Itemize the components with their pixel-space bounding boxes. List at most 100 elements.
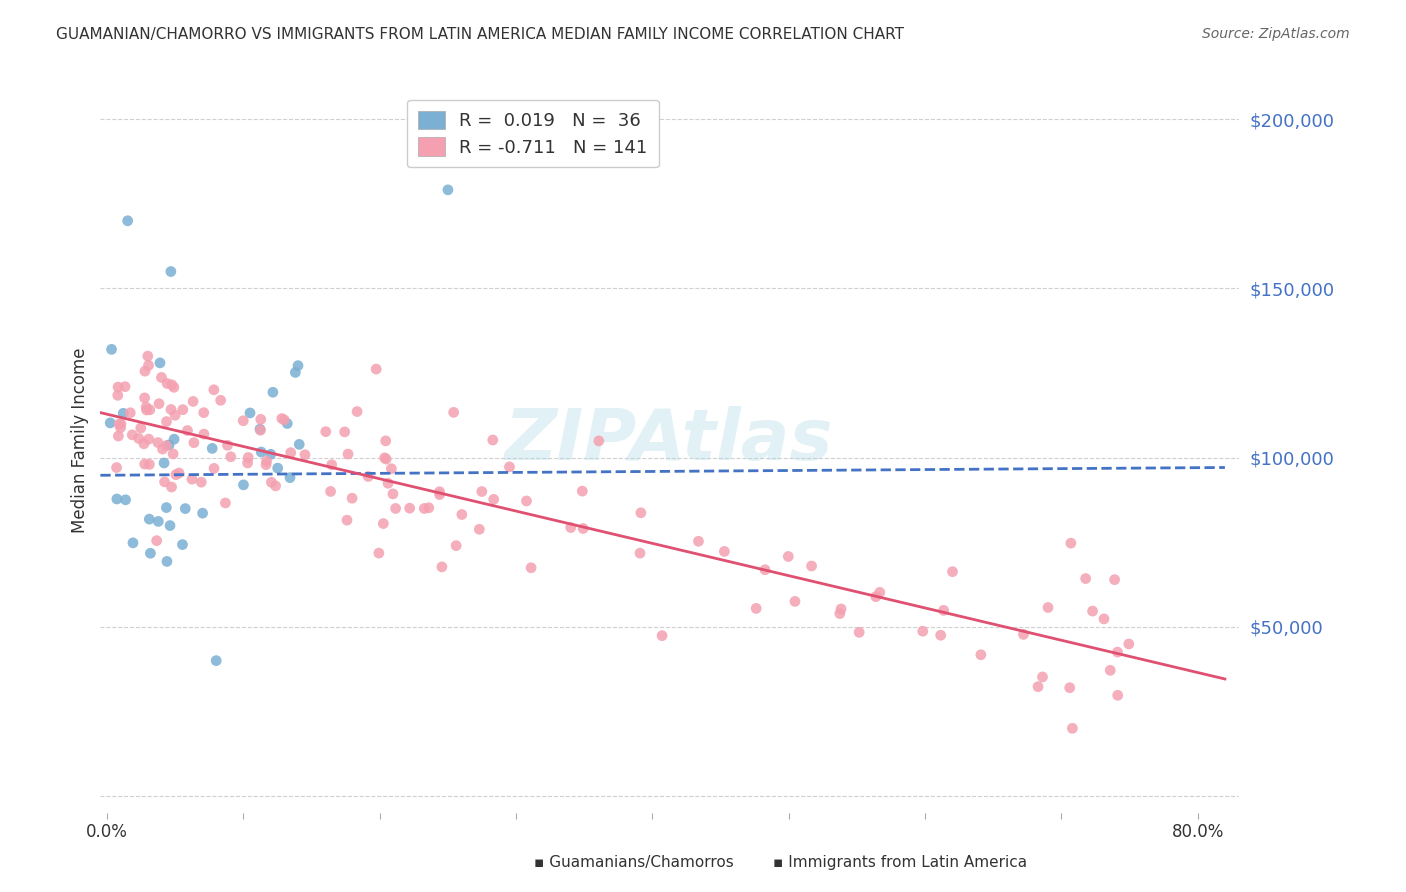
Point: [346, 404, 368, 418]
Point: [167, 466, 190, 480]
Point: [375, 452, 398, 467]
Point: [98, 416, 121, 430]
Point: [181, 394, 204, 409]
Point: [132, 437, 155, 451]
Text: ▪ Immigrants from Latin America: ▪ Immigrants from Latin America: [773, 855, 1028, 870]
Text: GUAMANIAN/CHAMORRO VS IMMIGRANTS FROM LATIN AMERICA MEDIAN FAMILY INCOME CORRELA: GUAMANIAN/CHAMORRO VS IMMIGRANTS FROM LA…: [56, 27, 904, 42]
Point: [413, 501, 436, 516]
Point: [146, 435, 169, 450]
Point: [156, 376, 179, 391]
Point: [498, 459, 520, 474]
Point: [373, 516, 395, 531]
Point: [437, 183, 460, 197]
Point: [315, 425, 337, 439]
Point: [848, 625, 870, 640]
Point: [444, 539, 467, 553]
Point: [468, 522, 491, 536]
Point: [174, 501, 197, 516]
Point: [163, 432, 186, 446]
Point: [429, 484, 451, 499]
Point: [778, 549, 800, 564]
Point: [745, 601, 768, 615]
Point: [160, 480, 183, 494]
Point: [152, 442, 174, 456]
Point: [120, 406, 142, 420]
Point: [713, 544, 735, 558]
Point: [254, 458, 277, 472]
Point: [138, 432, 160, 446]
Point: [418, 500, 440, 515]
Point: [139, 546, 162, 560]
Point: [588, 434, 610, 448]
Point: [783, 594, 806, 608]
Point: [911, 624, 934, 639]
Point: [481, 433, 503, 447]
Point: [193, 406, 215, 420]
Point: [276, 417, 298, 431]
Point: [294, 448, 316, 462]
Point: [830, 602, 852, 616]
Point: [520, 561, 543, 575]
Text: Source: ZipAtlas.com: Source: ZipAtlas.com: [1202, 27, 1350, 41]
Point: [287, 359, 309, 373]
Point: [160, 402, 183, 417]
Point: [236, 456, 259, 470]
Point: [172, 538, 194, 552]
Point: [1036, 600, 1059, 615]
Point: [156, 554, 179, 568]
Point: [134, 364, 156, 378]
Point: [110, 417, 132, 431]
Point: [239, 406, 262, 420]
Point: [153, 475, 176, 489]
Point: [337, 447, 360, 461]
Point: [135, 403, 157, 417]
Point: [202, 383, 225, 397]
Point: [256, 454, 278, 468]
Point: [163, 380, 186, 394]
Point: [970, 648, 993, 662]
Point: [384, 501, 406, 516]
Point: [249, 422, 271, 436]
Point: [1099, 663, 1122, 677]
Point: [155, 415, 177, 429]
Point: [214, 496, 236, 510]
Point: [260, 447, 283, 461]
Point: [1092, 612, 1115, 626]
Point: [1074, 572, 1097, 586]
Point: [105, 491, 128, 506]
Point: [193, 427, 215, 442]
Point: [114, 492, 136, 507]
Point: [1012, 627, 1035, 641]
Point: [450, 508, 472, 522]
Point: [869, 585, 891, 599]
Point: [150, 370, 173, 384]
Point: [571, 484, 593, 499]
Point: [340, 491, 363, 506]
Text: ZIPAtlas: ZIPAtlas: [505, 406, 834, 475]
Point: [381, 487, 404, 501]
Point: [157, 438, 180, 452]
Point: [114, 379, 136, 393]
Point: [176, 424, 198, 438]
Point: [108, 417, 131, 431]
Point: [190, 475, 212, 489]
Point: [321, 458, 343, 472]
Point: [278, 470, 301, 484]
Point: [135, 400, 157, 414]
Y-axis label: Median Family Income: Median Family Income: [72, 348, 89, 533]
Point: [122, 536, 145, 550]
Point: [932, 603, 955, 617]
Point: [560, 520, 582, 534]
Point: [159, 518, 181, 533]
Point: [149, 356, 172, 370]
Point: [172, 402, 194, 417]
Point: [929, 628, 952, 642]
Point: [202, 461, 225, 475]
Point: [430, 560, 453, 574]
Point: [482, 492, 505, 507]
Point: [865, 590, 887, 604]
Point: [628, 546, 651, 560]
Point: [264, 479, 287, 493]
Point: [1031, 670, 1053, 684]
Point: [134, 457, 156, 471]
